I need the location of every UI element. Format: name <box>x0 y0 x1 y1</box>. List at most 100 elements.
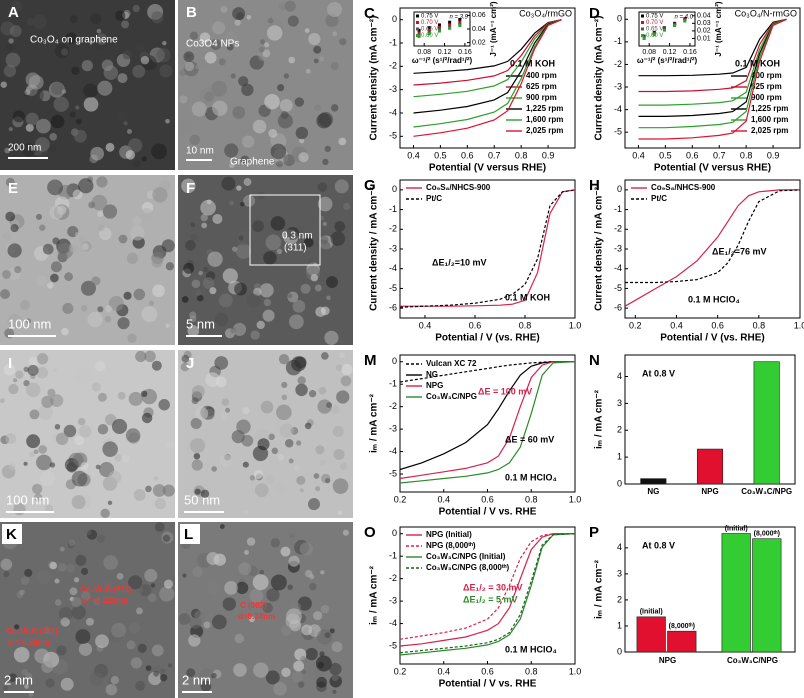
texture-dot <box>281 381 288 388</box>
texture-dot <box>236 419 251 434</box>
point <box>458 24 462 28</box>
texture <box>181 176 351 345</box>
texture-dot <box>320 570 325 575</box>
texture-dot <box>224 581 238 595</box>
texture-dot <box>14 624 20 630</box>
texture-dot <box>0 398 5 404</box>
texture-dot <box>77 417 86 426</box>
texture-dot <box>212 21 226 35</box>
texture <box>180 350 353 515</box>
texture-dot <box>33 449 39 455</box>
texture-dot <box>287 293 293 299</box>
texture-dot <box>189 134 200 146</box>
texture <box>0 522 175 697</box>
texture-dot <box>41 661 54 673</box>
texture-dot <box>236 185 242 191</box>
texture-dot <box>288 555 300 567</box>
texture-dot <box>64 272 73 282</box>
texture-dot <box>8 127 13 132</box>
texture-dot <box>126 640 136 650</box>
texture-dot <box>9 25 22 38</box>
texture-dot <box>161 239 175 253</box>
texture-dot <box>28 692 34 697</box>
texture-dot <box>28 356 39 367</box>
texture-dot <box>324 145 331 152</box>
texture-dot <box>22 590 36 605</box>
texture-dot <box>314 104 321 111</box>
texture-dot <box>270 538 281 548</box>
texture-dot <box>8 463 16 471</box>
legend-label: Co₃W₃C/NPG (Initial) <box>426 552 506 561</box>
texture-dot <box>47 179 64 196</box>
texture-dot <box>191 101 207 117</box>
texture-dot <box>319 651 325 657</box>
texture-dot <box>36 570 51 585</box>
texture-dot <box>36 454 52 471</box>
texture-dot <box>71 66 80 75</box>
texture-dot <box>336 390 350 404</box>
x-axis-label: Potential (V versus RHE) <box>654 163 771 174</box>
micrograph <box>178 0 353 170</box>
texture-dot <box>246 293 261 308</box>
texture-dot <box>264 42 270 48</box>
texture-dot <box>232 106 246 119</box>
texture-dot <box>5 177 15 187</box>
annotation: 0.1 M HClO₄ <box>505 644 557 654</box>
texture-dot <box>300 656 307 662</box>
y-tick-label: 0 <box>392 356 397 366</box>
annotation: n = 4.0 <box>674 15 693 21</box>
y-tick-label: -3 <box>389 243 397 253</box>
texture-dot <box>25 123 34 132</box>
texture-dot <box>317 196 333 212</box>
bar <box>667 630 697 653</box>
texture-dot <box>76 118 82 125</box>
y-tick-label: -3 <box>389 423 397 433</box>
texture-dot <box>133 489 146 501</box>
texture-dot <box>327 2 343 18</box>
texture-dot <box>83 83 98 98</box>
y-tick-label: 0 <box>392 184 397 194</box>
texture-dot <box>288 458 294 464</box>
texture-dot <box>332 425 344 438</box>
texture-dot <box>288 56 296 64</box>
texture-dot <box>194 488 201 495</box>
texture-dot <box>162 484 175 497</box>
texture-dot <box>36 118 51 134</box>
x-tick-label: 0.8 <box>525 666 538 676</box>
texture-dot <box>180 362 190 372</box>
texture-dot <box>326 295 331 301</box>
texture-dot <box>181 178 196 194</box>
x-axis-label: Potential / V vs. RHE <box>439 507 537 518</box>
texture-dot <box>300 283 311 294</box>
texture-dot <box>316 676 327 688</box>
texture-dot <box>68 539 76 547</box>
series-line <box>624 189 800 307</box>
texture-dot <box>179 120 194 135</box>
y-tick-label: 0.06 <box>472 12 486 19</box>
texture-dot <box>185 240 196 251</box>
texture-dot <box>61 327 69 336</box>
texture-dot <box>73 129 87 143</box>
texture-dot <box>313 611 323 621</box>
y-tick-label: -3 <box>614 81 622 91</box>
y-tick-label: -4 <box>389 618 397 628</box>
texture-dot <box>238 76 249 87</box>
texture-dot <box>274 482 287 495</box>
annotation: At 0.8 V <box>642 368 675 378</box>
legend-swatch <box>416 27 419 31</box>
panel-l: L C (002) d=0.34nm 2 nm <box>178 522 353 698</box>
point <box>448 20 452 24</box>
texture-dot <box>334 221 346 232</box>
y-tick-label: 0 <box>617 646 622 656</box>
texture-dot <box>249 475 256 481</box>
legend-label: 0.65 V <box>421 27 438 33</box>
texture-dot <box>283 154 295 167</box>
texture-dot <box>246 14 252 20</box>
legend-label: 1,225 rpm <box>526 104 563 113</box>
y-tick-label: 0.02 <box>472 39 486 46</box>
texture-dot <box>253 662 269 678</box>
x-tick-label: Co₃W₃C/NPG <box>727 656 778 665</box>
texture-dot <box>71 597 82 608</box>
texture-dot <box>144 350 156 363</box>
texture-dot <box>12 110 25 123</box>
